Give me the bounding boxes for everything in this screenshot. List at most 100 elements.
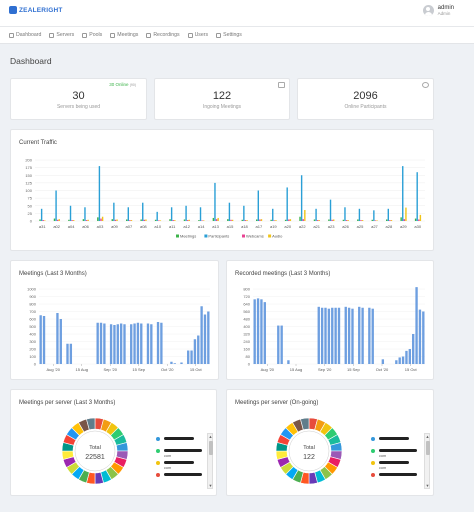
y-tick-label: 560 (243, 309, 250, 314)
bar-meetings (313, 219, 316, 221)
bar-meetings (371, 219, 373, 221)
scroll-thumb[interactable] (425, 441, 430, 455)
nav-settings[interactable]: Settings (216, 32, 242, 38)
legend-swatch (242, 234, 245, 238)
bar-audio (87, 219, 89, 221)
bar-meetings (256, 219, 258, 221)
bar-meetings (82, 219, 85, 221)
nav-label: Settings (223, 32, 242, 38)
bar-webcams (418, 219, 420, 221)
y-tick-label: 125 (25, 180, 32, 185)
bar-meetings (68, 219, 70, 221)
bar (398, 357, 401, 364)
app-logo[interactable]: ZEALERIGHT (9, 6, 63, 14)
legend-label: Audio (272, 234, 283, 239)
bar (253, 299, 256, 364)
legend-item[interactable] (371, 459, 423, 466)
bar-webcams (345, 220, 348, 221)
legend-swatch (204, 234, 208, 238)
y-tick-label: 720 (243, 294, 250, 299)
scroll-down-icon[interactable]: ▼ (208, 483, 213, 488)
nav-pools[interactable]: Pools (82, 32, 102, 38)
redacted-server-name (164, 437, 194, 440)
bar (99, 322, 103, 364)
legend-item[interactable] (156, 435, 206, 442)
traffic-chart: 0 25 50 75 100 125 150 175 200 a31 a02 a04 a06 a03 a09… (25, 158, 425, 239)
scroll-up-icon[interactable]: ▲ (208, 434, 213, 439)
mps-3m-scrollbar[interactable]: ▲ ▼ (207, 433, 213, 489)
meetings-count: 122 (212, 90, 232, 102)
nav-recordings[interactable]: Recordings (146, 32, 180, 38)
bar-participants (142, 202, 144, 221)
nav-servers[interactable]: Servers (49, 32, 74, 38)
x-tick-label: a19 (270, 224, 277, 229)
bar (190, 350, 193, 364)
redacted-server-name (379, 437, 409, 440)
bar-webcams (158, 220, 160, 221)
x-tick-label: 15 Aug (290, 367, 302, 372)
redacted-server-name (164, 449, 202, 452)
scroll-thumb[interactable] (208, 441, 213, 455)
bar (351, 308, 354, 364)
stat-card-meetings: 122 Ingoing Meetings (154, 78, 290, 120)
y-tick-label: 400 (29, 332, 36, 337)
bar (260, 299, 263, 364)
bar-participants (300, 175, 303, 221)
legend-item[interactable] (371, 435, 423, 442)
legend-item[interactable] (371, 471, 423, 478)
legend-sub: com (164, 466, 172, 470)
bar-participants (84, 207, 86, 221)
bar (207, 311, 210, 364)
bar (418, 309, 422, 364)
bar (405, 350, 408, 364)
legend-item[interactable] (371, 447, 423, 454)
nav-label: Servers (56, 32, 75, 38)
bar-webcams (360, 220, 362, 221)
bar-meetings (386, 219, 388, 221)
bar-participants (315, 208, 317, 221)
pools-icon (82, 32, 88, 38)
users-icon (187, 32, 193, 38)
bar (263, 302, 266, 364)
nav-dashboard[interactable]: Dashboard (9, 32, 41, 38)
x-tick-label: a23 (328, 224, 335, 229)
bar (69, 343, 73, 364)
bar-audio (275, 220, 277, 221)
mps-ongoing-scrollbar[interactable]: ▲ ▼ (424, 433, 430, 489)
redacted-server-name (379, 449, 417, 452)
bar-webcams (230, 219, 232, 221)
x-tick-label: a11 (169, 224, 176, 229)
legend-item[interactable] (156, 471, 206, 478)
bar-audio (188, 219, 190, 221)
bar-audio (145, 219, 147, 221)
bar-audio (419, 214, 422, 221)
bar (193, 339, 197, 364)
bar-participants (127, 207, 129, 221)
y-tick-label: 400 (243, 324, 250, 329)
y-tick-label: 800 (29, 302, 36, 307)
meetings-3m-chart: 0 100 200 300 400 500 600 700 800 900 1000 Aug '20 1… (27, 287, 210, 372)
bar-webcams (186, 220, 189, 221)
bar (113, 325, 116, 364)
nav-users[interactable]: Users (187, 32, 208, 38)
meetings-label: Ingoing Meetings (202, 104, 242, 110)
y-tick-label: 0 (248, 362, 251, 367)
x-tick-label: a08 (140, 224, 147, 229)
x-tick-label: a18 (241, 224, 248, 229)
legend-swatch (176, 234, 179, 238)
y-tick-label: 480 (243, 317, 250, 322)
bar-meetings (111, 219, 113, 221)
bar-participants (156, 211, 158, 221)
meetings-3m-card: Meetings (Last 3 Months) 0 100 200 300 400 50… (10, 260, 219, 380)
mps-3m-title: Meetings per server (Last 3 Months) (19, 400, 116, 406)
legend-item[interactable] (156, 447, 206, 454)
nav-meetings[interactable]: Meetings (110, 32, 138, 38)
legend-item[interactable] (156, 459, 206, 466)
bar (203, 314, 207, 364)
scroll-down-icon[interactable]: ▼ (425, 483, 430, 488)
y-tick-label: 700 (29, 309, 36, 314)
scroll-up-icon[interactable]: ▲ (425, 434, 430, 439)
donut-total-value: 22581 (85, 454, 105, 461)
bar-audio (318, 220, 320, 221)
user-menu[interactable]: admin Admin (422, 5, 454, 16)
